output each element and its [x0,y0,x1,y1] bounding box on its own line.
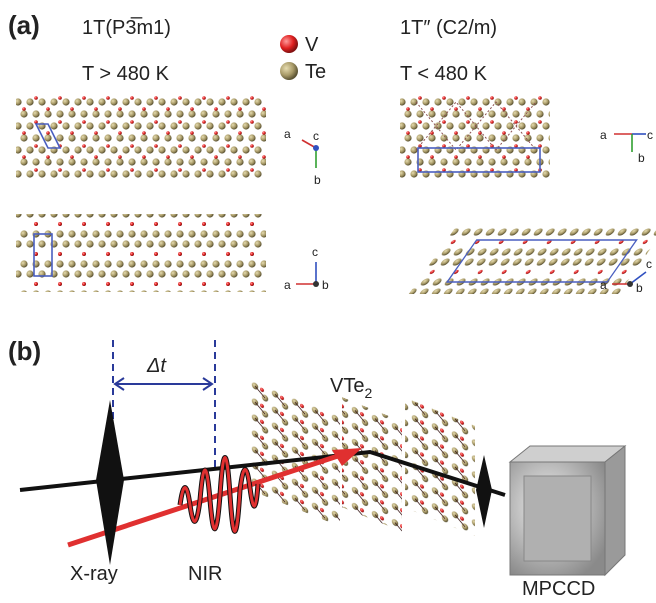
axis-label: a [600,128,607,142]
axis-label: b [314,173,321,187]
detector-label: MPCCD [522,578,595,600]
detector-side [605,446,625,575]
lattice-top [400,94,550,178]
axis-origin [627,281,633,287]
xray-pulse [96,400,124,565]
axis-label: c [313,129,319,143]
axis-origin [313,145,319,151]
panel-label: (a) [8,10,40,40]
temperature-label: T > 480 K [82,63,170,85]
axis-origin [313,281,319,287]
xray-label: X-ray [70,563,118,585]
axes-bottom-left: c a b [284,245,329,292]
detector-window [524,476,591,561]
axis-label: c [647,128,653,142]
delay-label: Δt [146,355,167,377]
axis-label: b [638,151,645,165]
nir-label: NIR [188,563,222,585]
phase-label: 1T(P3̅m1) [82,16,171,39]
legend-te-icon [280,62,298,80]
panel-label: (b) [8,336,41,366]
axis-label: c [312,245,318,259]
legend-v: V [305,34,319,56]
axis-label: b [636,281,643,295]
lattice-side [16,214,266,292]
detector [510,446,625,575]
axis-label: a [284,127,291,141]
axis-label: a [284,278,291,292]
sample-label: VTe2 [330,375,372,401]
phase-label: 1T″ (C2/m) [400,17,497,39]
axis-label: b [322,278,329,292]
crystal-layer [342,397,402,531]
sample-crystal [250,335,475,581]
legend-te: Te [305,61,326,83]
sample-formula: VTe [330,375,364,397]
crystal-layer [250,380,340,526]
figure: (a) 1T(P3̅m1) T > 480 K V Te 1T″ (C2/m) … [0,0,656,603]
diffracted-pulse [476,455,492,528]
delay-arrow [115,378,212,390]
sample-subscript: 2 [364,385,372,401]
axis-label: c [646,257,652,271]
axis-label: a [600,278,607,292]
legend-v-icon [280,35,298,53]
axes-top-right: a c b [600,128,653,165]
temperature-label: T < 480 K [400,63,488,85]
axes-top-left: a c b [284,127,321,187]
